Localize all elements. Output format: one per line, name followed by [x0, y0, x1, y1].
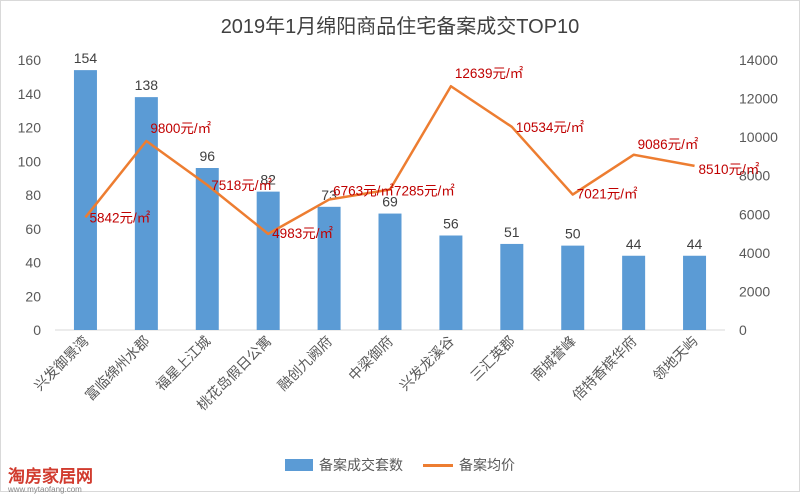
- price-data-label: 7518元/㎡: [211, 178, 272, 193]
- price-data-label: 7285元/㎡: [394, 184, 455, 199]
- bar-data-label: 44: [687, 236, 703, 252]
- legend-item-line: 备案均价: [423, 455, 515, 475]
- y-right-tick-label: 6000: [739, 206, 770, 222]
- y-left-tick-label: 0: [33, 322, 41, 338]
- legend-swatch-line: [423, 464, 453, 467]
- watermark-logo: 淘房家居网 www.mytaofang.com: [8, 462, 93, 494]
- category-label: 倍特香槟华府: [569, 333, 640, 404]
- price-data-label: 10534元/㎡: [516, 120, 585, 135]
- bar-units-sold: [379, 214, 402, 330]
- bar-data-label: 138: [135, 77, 159, 93]
- y-left-tick-label: 40: [25, 255, 41, 271]
- y-right-tick-label: 2000: [739, 283, 770, 299]
- y-right-tick-label: 0: [739, 322, 747, 338]
- category-label: 兴发御景湾: [31, 333, 92, 394]
- watermark-brand: 淘房家居网: [8, 467, 93, 486]
- y-left-tick-label: 140: [18, 86, 42, 102]
- bar-data-label: 96: [199, 148, 215, 164]
- price-data-label: 8510元/㎡: [699, 162, 760, 177]
- legend-label-line: 备案均价: [459, 455, 515, 475]
- price-data-label: 9800元/㎡: [150, 121, 211, 136]
- price-data-label: 12639元/㎡: [455, 66, 524, 81]
- bar-units-sold: [561, 246, 584, 330]
- bar-units-sold: [622, 256, 645, 330]
- price-data-label: 9086元/㎡: [638, 137, 699, 152]
- price-data-label: 5842元/㎡: [89, 210, 150, 225]
- bar-data-label: 44: [626, 236, 642, 252]
- y-left-tick-label: 20: [25, 288, 41, 304]
- legend: 备案成交套数 备案均价: [0, 455, 800, 475]
- category-label: 富临绵州水郡: [82, 333, 153, 404]
- y-left-tick-label: 100: [18, 153, 42, 169]
- legend-label-bars: 备案成交套数: [319, 455, 403, 475]
- bar-units-sold: [257, 192, 280, 330]
- category-label: 兴发龙溪谷: [396, 333, 457, 394]
- y-left-tick-label: 160: [18, 52, 42, 68]
- price-line: [85, 86, 694, 234]
- bar-units-sold: [500, 244, 523, 330]
- bar-data-label: 154: [74, 50, 98, 66]
- price-data-label: 7021元/㎡: [577, 187, 638, 202]
- category-label: 福星上江城: [153, 333, 214, 394]
- bar-data-label: 50: [565, 226, 581, 242]
- category-label: 南城誉峰: [528, 333, 579, 384]
- bar-data-label: 56: [443, 216, 459, 232]
- category-label: 领地天屿: [650, 333, 701, 384]
- y-right-tick-label: 12000: [739, 91, 778, 107]
- y-left-tick-label: 120: [18, 120, 42, 136]
- y-right-tick-label: 4000: [739, 245, 770, 261]
- category-label: 融创九阙府: [274, 333, 335, 394]
- bar-units-sold: [683, 256, 706, 330]
- bar-units-sold: [439, 236, 462, 331]
- category-label: 三汇英郡: [467, 333, 518, 384]
- y-right-tick-label: 14000: [739, 52, 778, 68]
- price-data-label: 6763元/㎡: [333, 184, 394, 199]
- watermark-url: www.mytaofang.com: [8, 485, 93, 494]
- category-label: 中梁御府: [345, 333, 396, 384]
- y-right-tick-label: 10000: [739, 129, 778, 145]
- y-left-tick-label: 60: [25, 221, 41, 237]
- price-data-label: 4983元/㎡: [272, 226, 333, 241]
- bar-units-sold: [74, 70, 97, 330]
- legend-item-bars: 备案成交套数: [285, 455, 403, 475]
- legend-swatch-bars: [285, 459, 313, 471]
- bar-data-label: 51: [504, 224, 520, 240]
- y-left-tick-label: 80: [25, 187, 41, 203]
